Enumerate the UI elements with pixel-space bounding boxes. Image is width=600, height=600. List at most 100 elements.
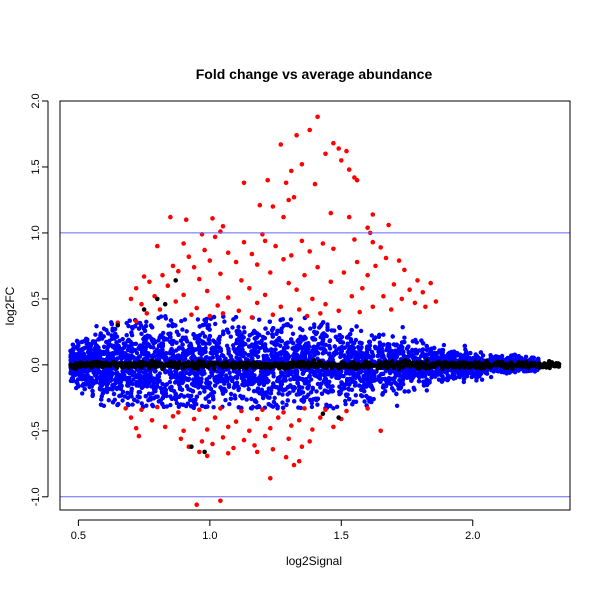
data-point-blue [178,338,184,343]
data-point-blue [93,345,98,350]
data-point-blue [271,381,276,386]
data-point-blue [261,395,266,401]
data-point-blue [267,319,272,324]
data-point-blue [289,337,294,342]
data-point-blue [378,379,383,384]
data-point-blue [337,333,342,338]
data-point-blue [325,327,330,332]
data-point-blue [184,329,189,334]
data-point-blue [70,342,76,347]
data-point-blue [296,337,301,342]
data-point-blue [254,399,259,405]
data-point-blue [394,403,400,408]
data-point-blue [488,374,494,380]
data-point-blue [259,387,264,392]
data-point-blue [296,387,302,393]
data-point-blue [353,393,358,398]
data-point-blue [424,352,429,357]
data-point-blue [317,376,323,381]
data-point-blue [283,355,288,360]
data-point-blue [516,354,521,359]
data-point-blue [155,379,161,385]
data-point-blue [145,334,150,340]
data-point-blue [125,338,130,344]
data-point-blue [168,318,174,323]
data-point-blue [239,375,245,381]
data-point-blue [352,383,358,388]
data-point-blue [451,376,456,381]
data-point-blue [226,382,232,388]
data-point-blue [98,402,104,407]
data-point-blue [377,332,382,338]
data-point-blue [146,391,152,396]
data-point-blue [278,343,283,348]
data-point-blue [436,377,442,382]
data-point-blue [327,338,333,343]
data-point-blue [144,319,149,324]
data-point-blue [132,397,137,402]
data-point-blue [261,382,267,387]
data-point-blue [174,400,180,406]
data-point-blue [175,375,180,380]
data-point-blue [169,396,175,401]
data-point-blue [323,380,328,385]
data-point-blue [406,389,411,394]
data-point-blue [339,373,344,378]
data-point-blue [337,324,342,330]
data-point-blue [174,379,179,384]
data-point-blue [440,348,446,353]
data-point-blue [301,399,306,404]
data-point-blue [315,396,321,401]
data-point-blue [254,378,259,383]
data-point-blue [338,337,343,342]
data-point-blue [306,346,311,352]
data-point-blue [174,340,179,345]
data-point-blue [202,334,208,339]
data-point-blue [111,391,117,397]
data-point-blue [106,331,111,336]
data-point-blue [402,335,407,340]
data-point-blue [98,387,103,392]
data-point-blue [153,388,158,394]
data-point-blue [381,332,386,337]
data-point-blue [370,387,376,392]
data-point-blue [251,388,257,394]
data-point-blue [272,395,277,401]
data-point-blue [381,342,386,347]
data-point-blue [276,391,281,396]
data-point-blue [250,404,255,410]
data-point-blue [327,369,332,374]
data-point-blue [175,355,181,360]
data-point-blue [118,350,124,356]
data-point-blue [211,397,216,402]
data-point-blue [228,396,234,401]
data-point-blue [413,372,419,378]
data-point-blue [135,394,140,399]
data-point-blue [203,349,208,354]
data-point-blue [100,333,105,339]
data-point-blue [247,344,252,349]
data-point-blue [347,349,352,355]
data-point-blue [122,345,127,350]
data-point-blue [328,388,333,394]
data-point-blue [288,377,293,382]
data-point-blue [116,401,121,407]
data-point-blue [249,376,254,381]
data-point-blue [211,314,217,320]
data-point-blue [197,347,202,353]
data-point-blue [347,397,352,402]
data-point-blue [206,399,212,404]
data-point-blue [106,342,111,347]
data-point-blue [366,396,371,401]
data-point-blue [382,384,387,389]
data-point-blue [69,376,75,381]
data-point-blue [80,383,85,388]
data-point-blue [74,338,80,344]
data-point-blue [339,380,344,385]
data-point-blue [106,398,112,403]
data-point-blue [160,395,165,401]
data-point-blue [174,329,180,334]
data-point-blue [327,351,332,356]
data-point-blue [269,354,275,359]
data-point-blue [266,386,272,391]
